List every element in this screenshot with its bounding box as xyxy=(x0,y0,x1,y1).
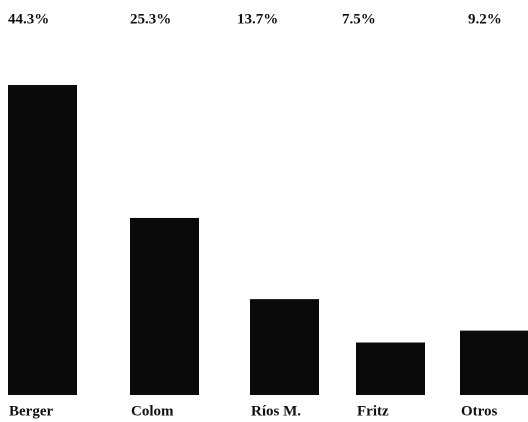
category-label: Ríos M. xyxy=(251,403,301,419)
category-label: Colom xyxy=(131,403,174,419)
bar xyxy=(356,342,425,395)
category-label: Otros xyxy=(461,403,498,419)
category-label: Berger xyxy=(9,403,53,419)
value-label: 25.3% xyxy=(130,11,171,27)
category-label: Fritz xyxy=(357,403,389,419)
bar xyxy=(460,330,528,395)
bar xyxy=(8,85,77,395)
value-label: 13.7% xyxy=(237,11,278,27)
bar xyxy=(130,217,199,395)
value-label: 7.5% xyxy=(342,11,376,27)
bar xyxy=(250,299,319,395)
value-label: 44.3% xyxy=(8,11,49,27)
value-label: 9.2% xyxy=(468,11,502,27)
